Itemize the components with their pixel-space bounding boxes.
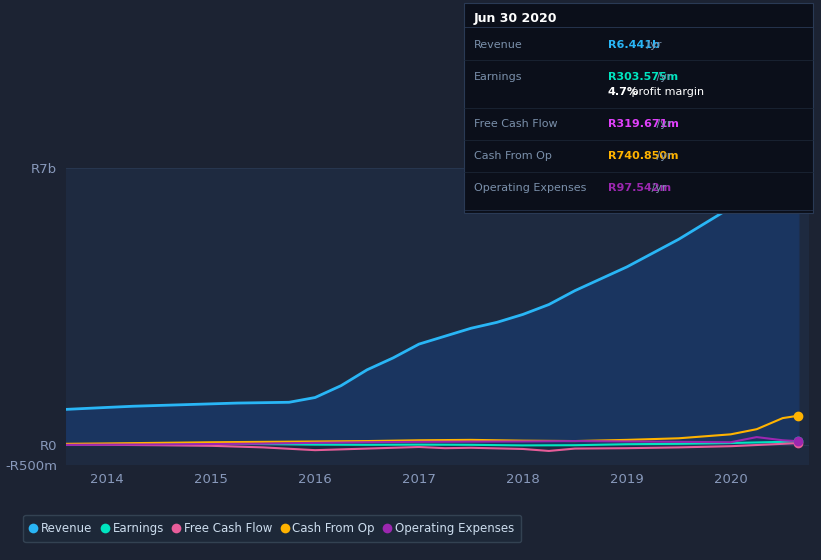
Text: 4.7%: 4.7% [608,87,639,97]
Text: /yr: /yr [649,183,667,193]
Text: Free Cash Flow: Free Cash Flow [474,119,557,129]
Text: Jun 30 2020: Jun 30 2020 [474,12,557,25]
Text: Revenue: Revenue [474,40,522,50]
Text: R97.542m: R97.542m [608,183,671,193]
Text: profit margin: profit margin [628,87,704,97]
Text: /yr: /yr [643,40,662,50]
Text: /yr: /yr [654,151,672,161]
Text: /yr: /yr [654,72,672,82]
Text: Earnings: Earnings [474,72,522,82]
Legend: Revenue, Earnings, Free Cash Flow, Cash From Op, Operating Expenses: Revenue, Earnings, Free Cash Flow, Cash … [23,515,521,542]
Text: R319.671m: R319.671m [608,119,678,129]
Text: R740.850m: R740.850m [608,151,678,161]
Text: Operating Expenses: Operating Expenses [474,183,586,193]
Text: R6.441b: R6.441b [608,40,659,50]
Text: Cash From Op: Cash From Op [474,151,552,161]
Text: R303.575m: R303.575m [608,72,677,82]
Text: /yr: /yr [654,119,672,129]
